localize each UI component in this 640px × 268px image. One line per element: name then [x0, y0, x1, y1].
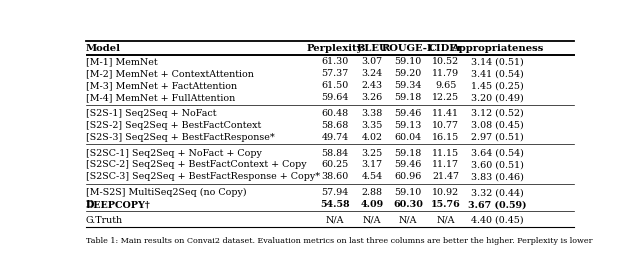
- Text: 61.50: 61.50: [321, 81, 349, 90]
- Text: [M-2] MemNet + ContextAttention: [M-2] MemNet + ContextAttention: [86, 69, 254, 78]
- Text: 4.40 (0.45): 4.40 (0.45): [471, 216, 524, 225]
- Text: DEEPCOPY†: DEEPCOPY†: [86, 200, 150, 209]
- Text: 3.07: 3.07: [362, 57, 383, 66]
- Text: N/A: N/A: [326, 216, 344, 225]
- Text: 3.25: 3.25: [362, 148, 383, 158]
- Text: 15.76: 15.76: [431, 200, 461, 209]
- Text: 59.18: 59.18: [394, 148, 422, 158]
- Text: Model: Model: [86, 43, 121, 53]
- Text: 59.18: 59.18: [394, 93, 422, 102]
- Text: 38.60: 38.60: [321, 172, 349, 181]
- Text: 12.25: 12.25: [432, 93, 460, 102]
- Text: 16.15: 16.15: [432, 133, 460, 142]
- Text: 3.17: 3.17: [362, 161, 383, 169]
- Text: 59.20: 59.20: [394, 69, 422, 78]
- Text: 3.60 (0.51): 3.60 (0.51): [471, 161, 524, 169]
- Text: 60.96: 60.96: [394, 172, 422, 181]
- Text: 3.64 (0.54): 3.64 (0.54): [471, 148, 524, 158]
- Text: [S2SC-1] Seq2Seq + NoFact + Copy: [S2SC-1] Seq2Seq + NoFact + Copy: [86, 148, 262, 158]
- Text: 11.79: 11.79: [432, 69, 460, 78]
- Text: 3.12 (0.52): 3.12 (0.52): [471, 109, 524, 118]
- Text: BLEU: BLEU: [356, 43, 388, 53]
- Text: 2.43: 2.43: [362, 81, 383, 90]
- Text: 59.46: 59.46: [394, 109, 422, 118]
- Text: 10.92: 10.92: [432, 188, 460, 197]
- Text: 60.48: 60.48: [321, 109, 349, 118]
- Text: 3.67 (0.59): 3.67 (0.59): [468, 200, 527, 209]
- Text: 10.77: 10.77: [432, 121, 460, 130]
- Text: 2.88: 2.88: [362, 188, 383, 197]
- Text: 4.02: 4.02: [362, 133, 383, 142]
- Text: [M-S2S] MultiSeq2Seq (no Copy): [M-S2S] MultiSeq2Seq (no Copy): [86, 188, 246, 197]
- Text: 3.14 (0.51): 3.14 (0.51): [471, 57, 524, 66]
- Text: 3.38: 3.38: [362, 109, 383, 118]
- Text: Perplexity: Perplexity: [307, 43, 363, 53]
- Text: 4.09: 4.09: [360, 200, 384, 209]
- Text: 11.17: 11.17: [432, 161, 460, 169]
- Text: 59.34: 59.34: [394, 81, 422, 90]
- Text: G.Truth: G.Truth: [86, 216, 123, 225]
- Text: [S2S-2] Seq2Seq + BestFactContext: [S2S-2] Seq2Seq + BestFactContext: [86, 121, 261, 130]
- Text: 60.25: 60.25: [321, 161, 349, 169]
- Text: N/A: N/A: [399, 216, 417, 225]
- Text: [S2SC-3] Seq2Seq + BestFactResponse + Copy*: [S2SC-3] Seq2Seq + BestFactResponse + Co…: [86, 172, 320, 181]
- Text: N/A: N/A: [363, 216, 381, 225]
- Text: 58.68: 58.68: [321, 121, 349, 130]
- Text: D: D: [86, 200, 94, 209]
- Text: ROUGE-L: ROUGE-L: [381, 43, 435, 53]
- Text: 3.41 (0.54): 3.41 (0.54): [471, 69, 524, 78]
- Text: 59.64: 59.64: [321, 93, 349, 102]
- Text: [S2SC-2] Seq2Seq + BestFactContext + Copy: [S2SC-2] Seq2Seq + BestFactContext + Cop…: [86, 161, 307, 169]
- Text: N/A: N/A: [436, 216, 455, 225]
- Text: 3.83 (0.46): 3.83 (0.46): [471, 172, 524, 181]
- Text: 54.58: 54.58: [320, 200, 349, 209]
- Text: 61.30: 61.30: [321, 57, 349, 66]
- Text: Appropriateness: Appropriateness: [451, 43, 544, 53]
- Text: 3.08 (0.45): 3.08 (0.45): [471, 121, 524, 130]
- Text: CIDEr: CIDEr: [429, 43, 463, 53]
- Text: 59.10: 59.10: [394, 57, 422, 66]
- Text: 10.52: 10.52: [432, 57, 460, 66]
- Text: 1.45 (0.25): 1.45 (0.25): [471, 81, 524, 90]
- Text: 3.35: 3.35: [362, 121, 383, 130]
- Text: 49.74: 49.74: [321, 133, 349, 142]
- Text: 57.37: 57.37: [321, 69, 349, 78]
- Text: 57.94: 57.94: [321, 188, 349, 197]
- Text: 2.97 (0.51): 2.97 (0.51): [471, 133, 524, 142]
- Text: [S2S-3] Seq2Seq + BestFactResponse*: [S2S-3] Seq2Seq + BestFactResponse*: [86, 133, 275, 142]
- Text: Table 1: Main results on Convai2 dataset. Evaluation metrics on last three colum: Table 1: Main results on Convai2 dataset…: [86, 237, 593, 245]
- Text: 11.41: 11.41: [432, 109, 460, 118]
- Text: 59.13: 59.13: [394, 121, 422, 130]
- Text: 59.10: 59.10: [394, 188, 422, 197]
- Text: 9.65: 9.65: [435, 81, 456, 90]
- Text: 11.15: 11.15: [432, 148, 460, 158]
- Text: 58.84: 58.84: [321, 148, 349, 158]
- Text: 60.30: 60.30: [393, 200, 423, 209]
- Text: 4.54: 4.54: [362, 172, 383, 181]
- Text: 3.26: 3.26: [362, 93, 383, 102]
- Text: [M-4] MemNet + FullAttention: [M-4] MemNet + FullAttention: [86, 93, 236, 102]
- Text: [S2S-1] Seq2Seq + NoFact: [S2S-1] Seq2Seq + NoFact: [86, 109, 216, 118]
- Text: 3.20 (0.49): 3.20 (0.49): [471, 93, 524, 102]
- Text: 3.32 (0.44): 3.32 (0.44): [471, 188, 524, 197]
- Text: 21.47: 21.47: [432, 172, 460, 181]
- Text: [M-1] MemNet: [M-1] MemNet: [86, 57, 157, 66]
- Text: 60.04: 60.04: [394, 133, 421, 142]
- Text: 59.46: 59.46: [394, 161, 422, 169]
- Text: 3.24: 3.24: [362, 69, 383, 78]
- Text: [M-3] MemNet + FactAttention: [M-3] MemNet + FactAttention: [86, 81, 237, 90]
